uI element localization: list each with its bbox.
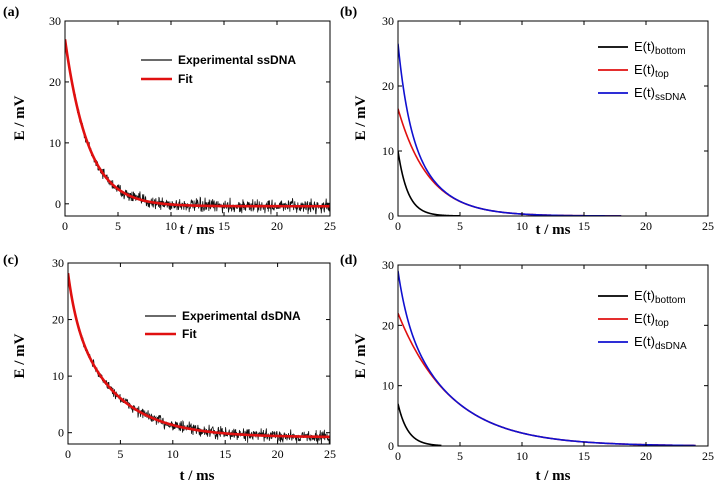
x-tick-label: 0 <box>395 219 401 233</box>
series-line-1 <box>68 275 330 444</box>
legend-entry-label: Experimental ssDNA <box>178 53 296 67</box>
y-tick-label: 10 <box>49 136 61 150</box>
series-line-2 <box>398 108 622 216</box>
legend-entry-label: Fit <box>182 327 197 341</box>
x-tick-label: 10 <box>167 447 179 461</box>
legend: Experimental dsDNA Fit <box>145 309 301 341</box>
y-axis-label: E / mV <box>353 95 369 140</box>
x-axis-label: t / ms <box>536 468 571 484</box>
x-tick-label: 25 <box>324 447 336 461</box>
panel-letter: (a) <box>3 5 20 20</box>
y-tick-label: 10 <box>52 369 64 383</box>
y-tick-label: 0 <box>388 439 394 453</box>
plot-area <box>68 272 330 444</box>
x-tick-label: 20 <box>640 219 652 233</box>
x-tick-label: 5 <box>115 219 121 233</box>
x-tick-label: 25 <box>702 219 714 233</box>
y-axis-label: E / mV <box>353 333 369 378</box>
plot-area <box>398 43 622 216</box>
series-line-2 <box>68 272 330 439</box>
x-tick-label: 15 <box>218 219 230 233</box>
y-tick-label: 20 <box>382 318 394 332</box>
series-line-2 <box>65 39 330 208</box>
y-tick-label: 10 <box>382 144 394 158</box>
y-tick-label: 30 <box>382 258 394 272</box>
legend: Experimental ssDNA Fit <box>141 53 296 86</box>
x-tick-label: 5 <box>117 447 123 461</box>
legend-entry-label: E(t)top <box>634 311 669 329</box>
legend: E(t)bottom E(t)top E(t)dsDNA <box>598 288 687 352</box>
x-tick-label: 10 <box>516 449 528 463</box>
x-tick-label: 20 <box>271 219 283 233</box>
chart-panel-4: 0 5 10 15 20 25 0 10 20 30 (d) t / ms E / mV E(t)bott… <box>340 253 714 484</box>
series-line-1 <box>398 150 460 216</box>
y-axis-label: E / mV <box>12 95 28 140</box>
legend-entry-label: E(t)bottom <box>634 288 686 306</box>
legend-entry-label: E(t)ssDNA <box>634 85 686 103</box>
x-tick-label: 0 <box>65 447 71 461</box>
x-tick-label: 15 <box>578 449 590 463</box>
chart-panel-2: 0 5 10 15 20 25 0 10 20 30 (b) t / ms E / mV E(t)bott… <box>340 5 714 238</box>
chart-panel-3: 0 5 10 15 20 25 0 10 20 30 (c) t / ms E / mV Experime… <box>3 253 336 484</box>
legend-entry-label: E(t)bottom <box>634 39 686 57</box>
y-tick-label: 20 <box>382 79 394 93</box>
x-tick-label: 5 <box>457 219 463 233</box>
y-axis-label: E / mV <box>12 333 28 378</box>
x-tick-label: 15 <box>578 219 590 233</box>
legend: E(t)bottom E(t)top E(t)ssDNA <box>598 39 686 103</box>
y-tick-label: 30 <box>49 14 61 28</box>
panel-letter: (c) <box>3 253 19 268</box>
x-tick-label: 5 <box>457 449 463 463</box>
series-line-3 <box>398 43 622 216</box>
y-tick-label: 20 <box>49 75 61 89</box>
axes-frame <box>64 20 331 217</box>
panel-letter: (d) <box>340 253 357 268</box>
x-tick-label: 20 <box>640 449 652 463</box>
y-tick-label: 0 <box>58 426 64 440</box>
y-tick-label: 20 <box>52 313 64 327</box>
x-tick-label: 10 <box>516 219 528 233</box>
x-tick-label: 0 <box>395 449 401 463</box>
y-tick-label: 10 <box>382 379 394 393</box>
x-tick-label: 25 <box>702 449 714 463</box>
x-axis-label: t / ms <box>180 222 215 238</box>
axes-frame <box>67 262 331 445</box>
legend-entry-label: Experimental dsDNA <box>182 309 301 323</box>
x-tick-label: 0 <box>62 219 68 233</box>
y-tick-label: 30 <box>382 14 394 28</box>
axes-frame <box>397 264 709 447</box>
plot-area <box>65 37 330 215</box>
y-tick-label: 0 <box>388 209 394 223</box>
series-line-1 <box>398 403 442 446</box>
legend-entry-label: Fit <box>178 72 193 86</box>
panel-letter: (b) <box>340 5 357 20</box>
legend-entry-label: E(t)dsDNA <box>634 334 687 352</box>
x-tick-label: 10 <box>165 219 177 233</box>
x-axis-label: t / ms <box>180 468 215 484</box>
y-tick-label: 0 <box>55 197 61 211</box>
legend-entry-label: E(t)top <box>634 62 669 80</box>
chart-panel-1: 0 5 10 15 20 25 0 10 20 30 (a) t / ms E / mV Experime… <box>3 5 336 238</box>
x-tick-label: 20 <box>272 447 284 461</box>
axes-frame <box>397 20 709 217</box>
x-tick-label: 15 <box>219 447 231 461</box>
x-axis-label: t / ms <box>536 222 571 238</box>
x-tick-label: 25 <box>324 219 336 233</box>
y-tick-label: 30 <box>52 256 64 270</box>
